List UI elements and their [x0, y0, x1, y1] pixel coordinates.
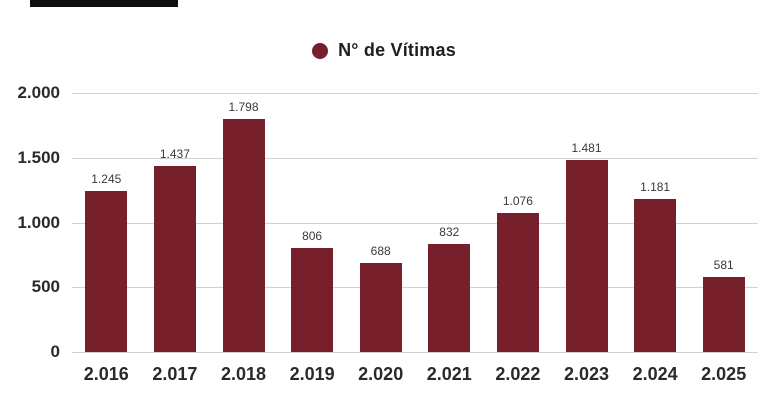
x-axis-tick-label: 2.020: [358, 364, 404, 384]
bar-value-label: 832: [439, 225, 460, 240]
bar: [702, 276, 745, 352]
bar: [85, 190, 128, 352]
y-axis-tick-label: 0: [50, 342, 60, 361]
bar-value-label: 1.798: [228, 100, 259, 115]
legend: N° de Vítimas: [0, 40, 768, 61]
x-axis-tick-label: 2.022: [495, 364, 541, 384]
x-axis-tick-label: 2.019: [289, 364, 335, 384]
gridline: [72, 287, 758, 289]
bar: [496, 212, 539, 352]
bar: [565, 160, 608, 352]
bar-value-label: 1.181: [640, 180, 671, 195]
bar-value-label: 1.481: [571, 141, 602, 156]
gridline: [72, 352, 758, 353]
bar: [291, 247, 334, 352]
y-axis-tick-label: 1.500: [17, 147, 60, 167]
bar-value-label: 806: [302, 228, 323, 243]
y-axis-tick-label: 1.000: [17, 212, 60, 232]
bar: [222, 119, 265, 352]
x-axis-tick-label: 2.016: [83, 364, 129, 384]
gridline: [72, 157, 758, 159]
bar-value-label: 1.437: [159, 146, 190, 161]
bar-value-label: 581: [713, 257, 734, 272]
y-axis-tick-label: 500: [31, 277, 60, 297]
x-axis-tick-label: 2.023: [563, 364, 609, 384]
legend-label: N° de Vítimas: [338, 40, 456, 60]
bar: [359, 262, 402, 352]
x-axis-tick-label: 2.017: [152, 364, 198, 384]
gridline: [72, 222, 758, 224]
gridline: [72, 93, 758, 94]
y-axis-tick-label: 2.000: [17, 83, 60, 102]
x-axis-tick-label: 2.025: [701, 364, 747, 384]
x-axis-tick-label: 2.024: [632, 364, 678, 384]
x-axis-tick-label: 2.018: [220, 364, 266, 384]
cropped-title-remnant: [30, 0, 178, 7]
x-axis-tick-label: 2.021: [426, 364, 472, 384]
bar: [428, 244, 471, 352]
legend-marker-icon: [312, 42, 329, 59]
bar-value-label: 688: [370, 243, 391, 258]
bar-value-label: 1.076: [502, 193, 533, 208]
bar-value-label: 1.245: [91, 171, 122, 186]
bar: [153, 165, 196, 352]
bar: [634, 199, 677, 352]
